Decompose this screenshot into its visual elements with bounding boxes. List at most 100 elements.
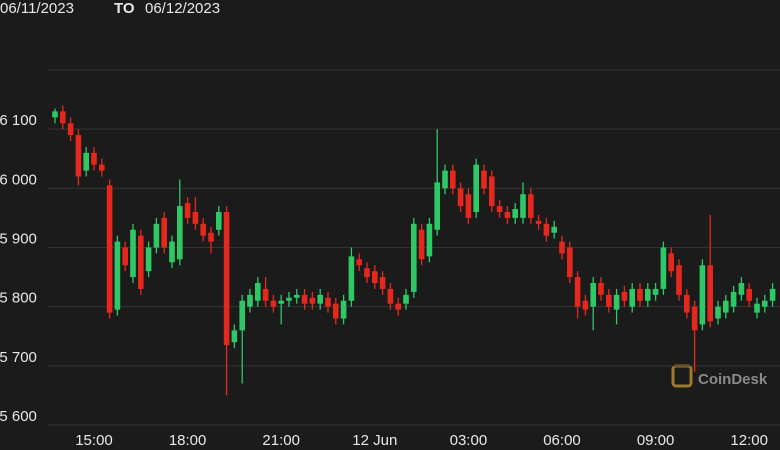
candle-body [629,288,635,307]
candle-body [372,271,378,283]
x-tick-label: 09:00 [637,432,675,449]
candle-body [161,217,167,248]
candle-body [52,111,58,118]
candle-body [255,283,261,301]
candle-body [535,220,542,224]
candle-body [208,232,214,242]
candle-body [364,268,370,278]
candle-body [481,170,487,189]
candle-body [286,297,292,301]
candle-body [192,212,199,224]
candle-body [652,288,659,295]
y-tick-label: 25 700 [0,349,37,366]
candle-body [738,283,745,295]
candle-body [559,241,565,254]
candle-body [715,306,721,319]
candle-body [457,188,464,207]
candle-body [356,259,362,266]
watermark-text: CoinDesk [698,371,768,388]
candle-body [691,306,698,331]
date-separator: TO [114,0,135,17]
candle-body [317,294,323,304]
candle-body [411,223,417,292]
candle-body [130,229,136,278]
candle-body [520,194,526,218]
candle-body [754,303,760,313]
candle-body [434,182,440,230]
candle-body [83,152,89,171]
candle-body [395,303,401,310]
candle-body [582,300,589,310]
candle-body [294,294,300,298]
x-tick-label: 18:00 [169,432,207,449]
candle-body [231,330,238,343]
candle-body [145,247,152,272]
candle-body [699,265,706,325]
candle-body [769,288,776,301]
candle-body [325,297,331,307]
y-tick-label: 25 600 [0,408,37,425]
candle-body [301,294,308,304]
x-tick-label: 15:00 [75,432,113,449]
candle-body [403,294,409,304]
x-tick-label: 12:00 [730,432,768,449]
candle-body [730,291,737,307]
y-tick-label: 26 100 [0,112,37,129]
candle-body [684,294,690,313]
candle-body [574,277,581,307]
candle-body [590,283,596,307]
candle-body [528,194,534,218]
candle-body [247,294,253,307]
candle-body [450,170,456,189]
candle-body [216,212,222,230]
x-tick-label: 21:00 [262,432,300,449]
candle-body [489,176,495,207]
candle-body [200,223,206,236]
date-from: 06/11/2023 [0,0,74,17]
candle-body [426,223,433,257]
candle-body [598,283,604,295]
candle-body [707,265,713,322]
candle-body [153,223,160,248]
candle-body [746,288,752,301]
candle-body [333,303,339,319]
candle-body [621,291,628,301]
candle-body [660,247,667,289]
candle-body [239,300,245,331]
x-tick-label: 03:00 [450,432,488,449]
candle-body [645,288,651,301]
candle-body [379,277,386,289]
candle-body [442,170,448,189]
candle-body [418,229,425,260]
candle-body [551,226,557,233]
candle-body [762,300,768,307]
candle-body [67,123,74,136]
candle-body [309,297,316,304]
y-tick-label: 25 800 [0,290,37,307]
y-tick-label: 25 900 [0,231,37,248]
candle-body [637,288,643,301]
candle-body [465,194,472,218]
candle-body [543,223,550,236]
y-tick-label: 26 000 [0,171,37,188]
candle-body [723,300,729,313]
candle-body [496,206,503,212]
candle-body [114,241,121,310]
candle-body [473,164,479,212]
candle-body [278,300,284,304]
candle-body [340,300,347,319]
x-tick-label: 06:00 [543,432,581,449]
candle-body [567,247,573,278]
candle-body [387,288,394,304]
candle-body [177,206,183,260]
date-to: 06/12/2023 [145,0,220,17]
candle-body [91,152,97,165]
candle-body [122,247,128,266]
candle-body [270,300,277,307]
candle-body [184,203,191,218]
candle-body [75,135,82,177]
candle-body [60,111,66,124]
candle-body [504,212,511,218]
